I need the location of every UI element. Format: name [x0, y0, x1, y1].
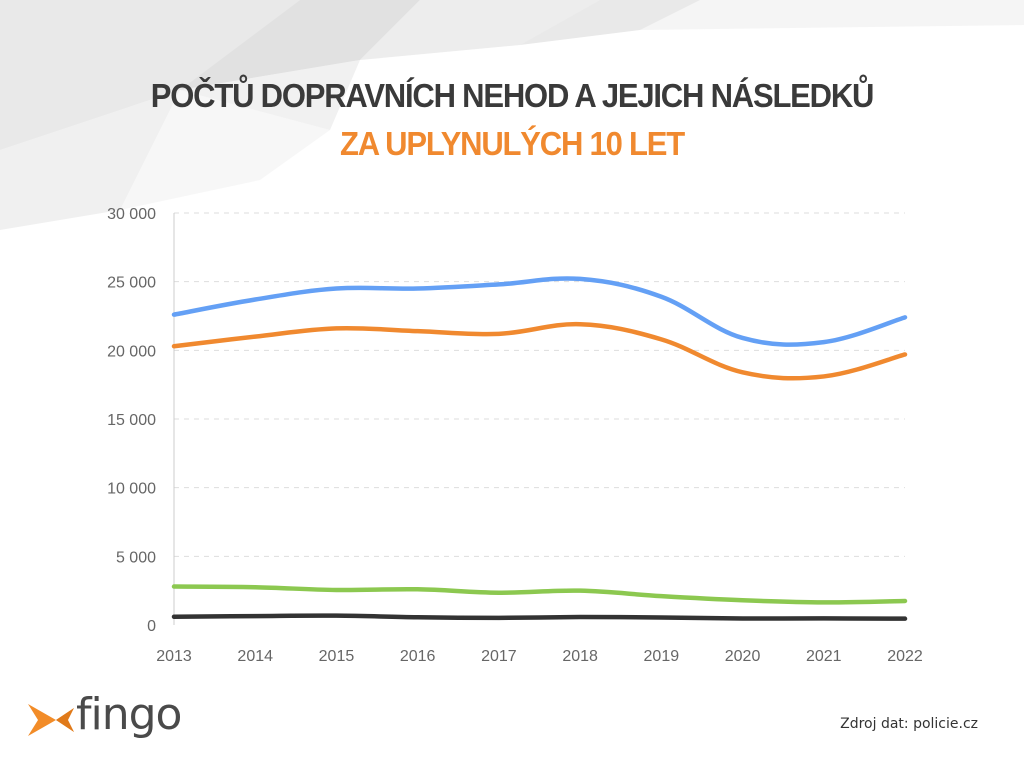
series-line — [171, 584, 908, 605]
x-tick-label: 2016 — [400, 648, 436, 665]
x-tick-label: 2013 — [156, 648, 192, 665]
y-tick-label: 15 000 — [107, 412, 156, 429]
x-tick-label: 2019 — [644, 648, 680, 665]
logo-wordmark: fingo — [76, 689, 182, 740]
x-tick-label: 2017 — [481, 648, 517, 665]
x-tick-label: 2015 — [319, 648, 355, 665]
series-line — [171, 321, 908, 381]
chart-title-line2: ZA UPLYNULÝCH 10 LET — [339, 124, 685, 163]
y-tick-label: 0 — [147, 618, 156, 635]
series-line — [171, 276, 908, 347]
tick-labels: 0 5 000 10 000 15 000 20 000 25 000 30 000 2013… — [107, 206, 923, 665]
y-tick-label: 5 000 — [116, 549, 156, 566]
logo-text: fingo — [76, 689, 182, 740]
x-tick-label: 2022 — [887, 648, 923, 665]
data-source: Zdroj dat: policie.cz — [840, 716, 978, 732]
y-tick-label: 20 000 — [107, 343, 156, 360]
chart-title-line1: POČTŮ DOPRAVNÍCH NEHOD A JEJICH NÁSLEDKŮ — [150, 76, 875, 115]
background-polygons — [0, 0, 1024, 230]
x-tick-label: 2018 — [562, 648, 598, 665]
y-tick-label: 10 000 — [107, 481, 156, 498]
grid-lines — [174, 212, 905, 557]
x-tick-label: 2014 — [237, 648, 273, 665]
series-line — [171, 613, 908, 621]
series-lines — [171, 276, 908, 621]
x-tick-label: 2021 — [806, 648, 842, 665]
y-tick-label: 25 000 — [107, 275, 156, 292]
fish-logo-icon — [28, 704, 74, 736]
y-tick-label: 30 000 — [107, 206, 156, 223]
x-tick-label: 2020 — [725, 648, 761, 665]
